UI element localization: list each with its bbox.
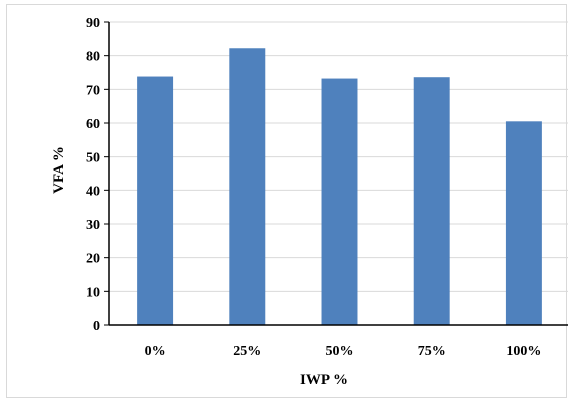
x-tick-label: 100% [506, 344, 541, 359]
y-tick-label: 70 [86, 83, 100, 98]
x-tick-label: 25% [233, 344, 261, 359]
vfa-bar-chart: 0 10 20 30 40 50 60 70 80 90 0% 25% 50% 75% 100% IWP … [51, 16, 570, 388]
y-tick-label: 10 [86, 285, 100, 300]
y-tick-label: 20 [86, 252, 100, 267]
x-tick-label: 0% [145, 344, 166, 359]
bar-100pct [505, 121, 542, 325]
x-tick-labels: 0% 25% 50% 75% 100% [145, 344, 542, 359]
bar-50pct [321, 78, 358, 325]
bar-25pct [229, 48, 266, 325]
y-axis-title: VFA % [51, 146, 67, 194]
y-tick-label: 30 [86, 218, 100, 233]
x-tick-label: 50% [326, 344, 354, 359]
axes [108, 22, 570, 326]
y-tick-label: 60 [86, 117, 100, 132]
x-tick-label: 75% [418, 344, 446, 359]
bar-75pct [413, 77, 450, 325]
bar-0pct [137, 76, 174, 325]
y-tick-label: 90 [86, 16, 100, 31]
y-tick-labels: 0 10 20 30 40 50 60 70 80 90 [86, 16, 109, 334]
x-axis-title: IWP % [300, 372, 348, 388]
chart-frame: 0 10 20 30 40 50 60 70 80 90 0% 25% 50% 75% 100% IWP … [6, 4, 570, 398]
bars [137, 48, 542, 325]
y-tick-label: 80 [86, 50, 100, 65]
y-tick-label: 0 [93, 319, 100, 334]
y-tick-label: 50 [86, 151, 100, 166]
y-tick-label: 40 [86, 184, 100, 199]
